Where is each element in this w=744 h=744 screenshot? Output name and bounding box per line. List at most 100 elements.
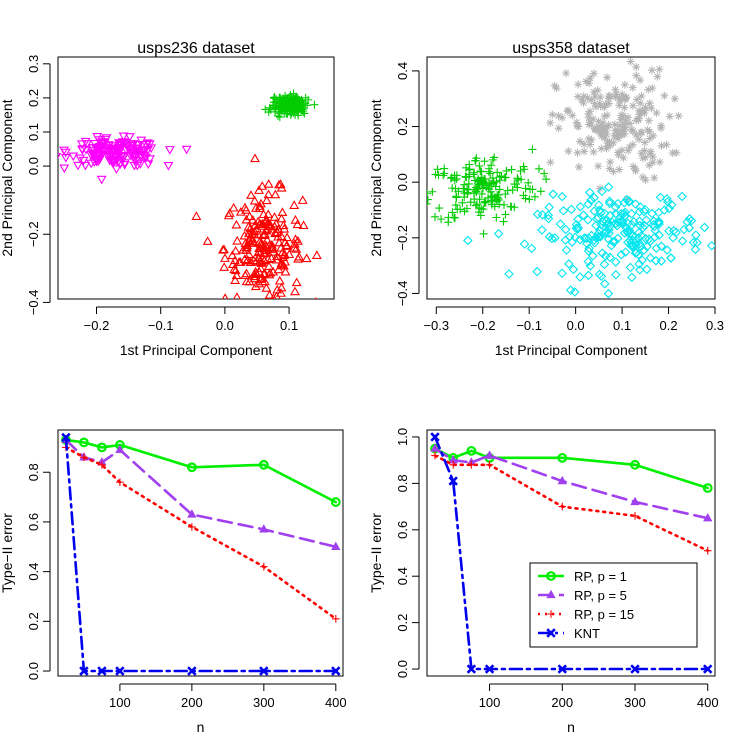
data-point [270, 94, 279, 103]
data-point [239, 254, 250, 264]
data-point [640, 234, 651, 244]
data-point [674, 111, 683, 120]
data-point [706, 240, 715, 251]
data-point [601, 129, 610, 138]
data-point [671, 227, 681, 238]
data-point [118, 132, 129, 142]
data-point [263, 209, 274, 219]
series-point [485, 461, 494, 469]
data-point [567, 237, 578, 247]
data-point [600, 112, 609, 121]
scatter-points [427, 57, 715, 299]
y-tick-label: 0.0 [395, 660, 410, 678]
data-point [648, 152, 657, 161]
series-point [630, 459, 640, 470]
data-point [487, 192, 496, 201]
data-point [450, 176, 459, 185]
x-tick-label: 100 [109, 695, 131, 710]
data-point [451, 184, 460, 193]
data-point [602, 144, 611, 153]
y-axis-label: Type−II error [0, 513, 15, 593]
data-point [471, 183, 480, 192]
data-point [604, 196, 615, 207]
data-point [594, 200, 604, 210]
data-point [642, 264, 652, 275]
data-point [620, 211, 630, 221]
data-point [519, 239, 530, 249]
data-point [537, 225, 547, 235]
data-point [452, 174, 461, 183]
x-tick-label: 0.1 [613, 318, 631, 333]
data-point [613, 198, 623, 209]
legend-label: RP, p = 5 [574, 588, 627, 603]
data-point [632, 130, 641, 139]
data-point [648, 84, 657, 93]
data-point [476, 211, 485, 220]
x-tick-label: 0.0 [567, 318, 585, 333]
data-point [292, 219, 303, 229]
data-point [555, 219, 566, 229]
x-tick-label: 400 [697, 695, 719, 710]
data-point [263, 189, 274, 199]
y-tick-label: 0.2 [26, 89, 41, 107]
series-point [331, 541, 341, 550]
data-point [427, 195, 432, 204]
data-point [599, 208, 610, 219]
data-point [621, 123, 630, 132]
data-point [224, 208, 235, 217]
data-point [628, 127, 637, 136]
data-point [564, 259, 574, 269]
data-point [463, 235, 473, 246]
data-point [298, 220, 309, 230]
data-point [664, 203, 674, 214]
x-tick-label: 0.0 [216, 318, 234, 333]
data-point [268, 246, 279, 256]
data-point [507, 165, 516, 174]
data-point [630, 199, 641, 209]
data-point [639, 245, 649, 255]
data-point [591, 125, 600, 134]
data-point [291, 277, 302, 287]
data-point [450, 213, 459, 222]
data-point [230, 275, 241, 285]
series-point [431, 451, 439, 460]
data-point [581, 233, 591, 244]
data-point [610, 131, 619, 140]
data-point [256, 198, 266, 208]
data-point [249, 271, 260, 281]
data-point [648, 158, 657, 167]
data-point [634, 227, 644, 238]
data-point [479, 229, 488, 238]
data-point [619, 208, 629, 219]
data-point [460, 207, 469, 216]
data-point [690, 244, 701, 255]
data-point [232, 235, 243, 245]
data-point [572, 118, 581, 127]
data-point [275, 179, 286, 188]
data-point [271, 254, 282, 264]
series-point [484, 450, 495, 459]
data-point [631, 247, 642, 258]
series-point [466, 445, 477, 456]
data-point [277, 259, 287, 268]
series-point [115, 444, 125, 454]
data-point [227, 259, 238, 268]
series-point [630, 496, 640, 506]
data-point [640, 138, 649, 147]
series-point [557, 475, 567, 485]
cluster-digit-3 [191, 153, 322, 299]
data-point [605, 137, 614, 146]
data-point [528, 185, 537, 194]
data-point [546, 118, 555, 127]
data-point [550, 233, 560, 243]
y-tick-label: 0.4 [26, 563, 41, 581]
data-point [95, 146, 106, 156]
data-point [558, 205, 569, 216]
data-point [542, 175, 551, 184]
data-point [297, 97, 306, 106]
series-line [64, 446, 338, 621]
data-point [129, 155, 140, 165]
data-point [258, 209, 269, 219]
data-point [495, 176, 504, 185]
series-point [187, 509, 197, 518]
